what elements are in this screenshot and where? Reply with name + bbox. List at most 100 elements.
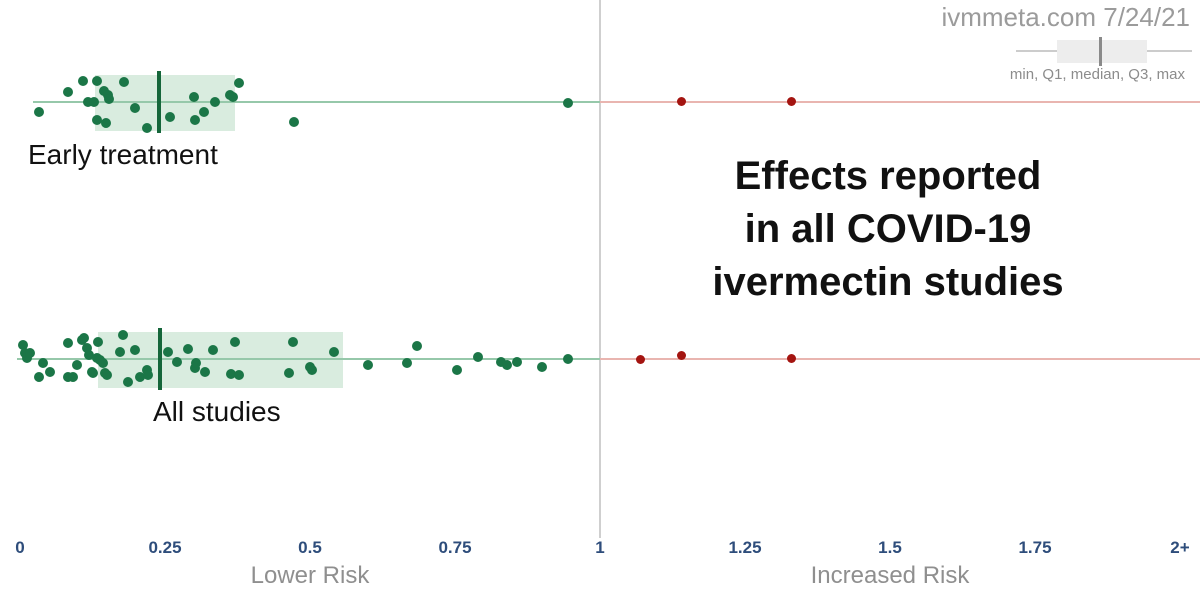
study-dot-improved: [200, 367, 211, 377]
study-dot-improved: [172, 357, 183, 367]
study-dot-improved: [209, 97, 220, 107]
study-dot-improved: [17, 340, 28, 350]
study-dot-improved: [363, 360, 373, 370]
study-dot-improved: [71, 360, 82, 370]
study-dot-improved: [24, 348, 35, 358]
median-line: [157, 328, 162, 390]
median-line: [157, 71, 162, 133]
x-tick-label: 0.25: [148, 538, 182, 557]
study-dot-improved: [118, 330, 129, 340]
x-tick-label: 1.25: [728, 538, 762, 557]
study-dot-improved: [227, 92, 238, 102]
study-dot-improved: [563, 98, 574, 108]
study-dot-improved: [129, 103, 140, 113]
study-dot-improved: [234, 370, 245, 380]
study-dot-improved: [63, 87, 74, 97]
study-dot-improved: [82, 97, 93, 107]
study-dot-improved: [21, 353, 32, 363]
study-dot-improved: [189, 92, 199, 102]
study-dot-improved: [401, 358, 412, 368]
study-dot-improved: [284, 368, 295, 378]
study-dot-improved: [63, 338, 74, 348]
study-dot-improved: [537, 362, 547, 372]
study-dot-improved: [288, 117, 299, 127]
study-dot-improved: [226, 369, 237, 379]
study-dot-improved: [122, 377, 133, 387]
study-dot-improved: [114, 347, 125, 357]
study-dot-improved: [190, 115, 201, 125]
whisker-line-increased: [600, 101, 1200, 103]
whisker-line-improved: [33, 101, 600, 103]
chart-title-line-2: in all COVID-19: [744, 207, 1032, 251]
study-dot-improved: [45, 367, 56, 377]
study-dot-improved: [102, 370, 112, 380]
study-dot-improved: [502, 360, 513, 370]
study-dot-improved: [38, 358, 49, 368]
study-dot-improved: [34, 107, 45, 117]
study-dot-increased: [676, 350, 686, 360]
study-dot-improved: [165, 112, 176, 122]
chart-title: Effects reported in all COVID-19 ivermec…: [638, 150, 1138, 309]
study-dot-improved: [89, 97, 100, 107]
study-dot-improved: [118, 77, 129, 87]
chart-title-line-1: Effects reported: [734, 154, 1042, 198]
study-dot-improved: [230, 337, 241, 347]
study-dot-improved: [563, 354, 574, 364]
study-dot-improved: [82, 343, 93, 353]
study-dot-improved: [183, 344, 194, 354]
source-attribution: ivmmeta.com 7/24/21: [941, 2, 1190, 32]
study-dot-improved: [162, 347, 173, 357]
study-dot-improved: [451, 365, 462, 375]
study-dot-improved: [92, 337, 103, 347]
study-dot-improved: [92, 115, 103, 125]
study-dot-improved: [142, 123, 153, 133]
iqr-box: [97, 332, 344, 388]
axis-label-lower-risk: Lower Risk: [250, 562, 370, 589]
study-dot-improved: [78, 76, 89, 86]
x-tick-label: 1.5: [878, 538, 902, 557]
study-dot-improved: [92, 76, 103, 86]
study-dot-improved: [97, 358, 108, 368]
chart-title-line-3: ivermectin studies: [712, 260, 1064, 304]
study-dot-increased: [786, 96, 796, 106]
x-tick-label: 1.75: [1018, 538, 1052, 557]
study-dot-improved: [78, 333, 89, 343]
study-dot-improved: [84, 350, 95, 360]
study-dot-improved: [495, 357, 506, 367]
row-label: Early treatment: [28, 139, 218, 170]
study-dot-improved: [100, 118, 111, 128]
whisker-line-improved: [16, 358, 600, 360]
whisker-line-increased: [600, 358, 1200, 360]
legend-iqr-box: [1057, 40, 1147, 63]
study-dot-improved: [473, 352, 484, 362]
study-dot-improved: [88, 368, 99, 378]
x-tick-label: 0.5: [298, 538, 322, 557]
study-dot-increased: [676, 96, 686, 106]
study-dot-improved: [129, 345, 140, 355]
study-dot-improved: [234, 78, 245, 88]
study-dot-increased: [636, 354, 646, 364]
axis-label-increased-risk: Increased Risk: [810, 562, 970, 589]
study-dot-improved: [67, 372, 78, 382]
row-label: All studies: [153, 396, 281, 427]
study-dot-improved: [135, 372, 146, 382]
study-dot-improved: [306, 365, 317, 375]
x-tick-label: 0.75: [438, 538, 472, 557]
study-dot-improved: [143, 370, 154, 380]
x-tick-label: 0: [15, 538, 25, 557]
study-dot-improved: [208, 345, 219, 355]
study-dot-improved: [288, 337, 299, 347]
x-tick-label: 2+: [1170, 538, 1190, 557]
legend-caption: min, Q1, median, Q3, max: [1009, 66, 1185, 83]
study-dot-improved: [190, 358, 201, 368]
study-dot-improved: [34, 372, 45, 382]
study-dot-improved: [198, 107, 209, 117]
study-dot-improved: [512, 357, 523, 367]
study-dot-improved: [411, 341, 422, 351]
reference-line-rr-1: [599, 0, 601, 538]
study-dot-improved: [190, 363, 201, 373]
study-dot-increased: [786, 353, 796, 363]
x-tick-label: 1: [595, 538, 605, 557]
study-dot-improved: [103, 94, 114, 104]
